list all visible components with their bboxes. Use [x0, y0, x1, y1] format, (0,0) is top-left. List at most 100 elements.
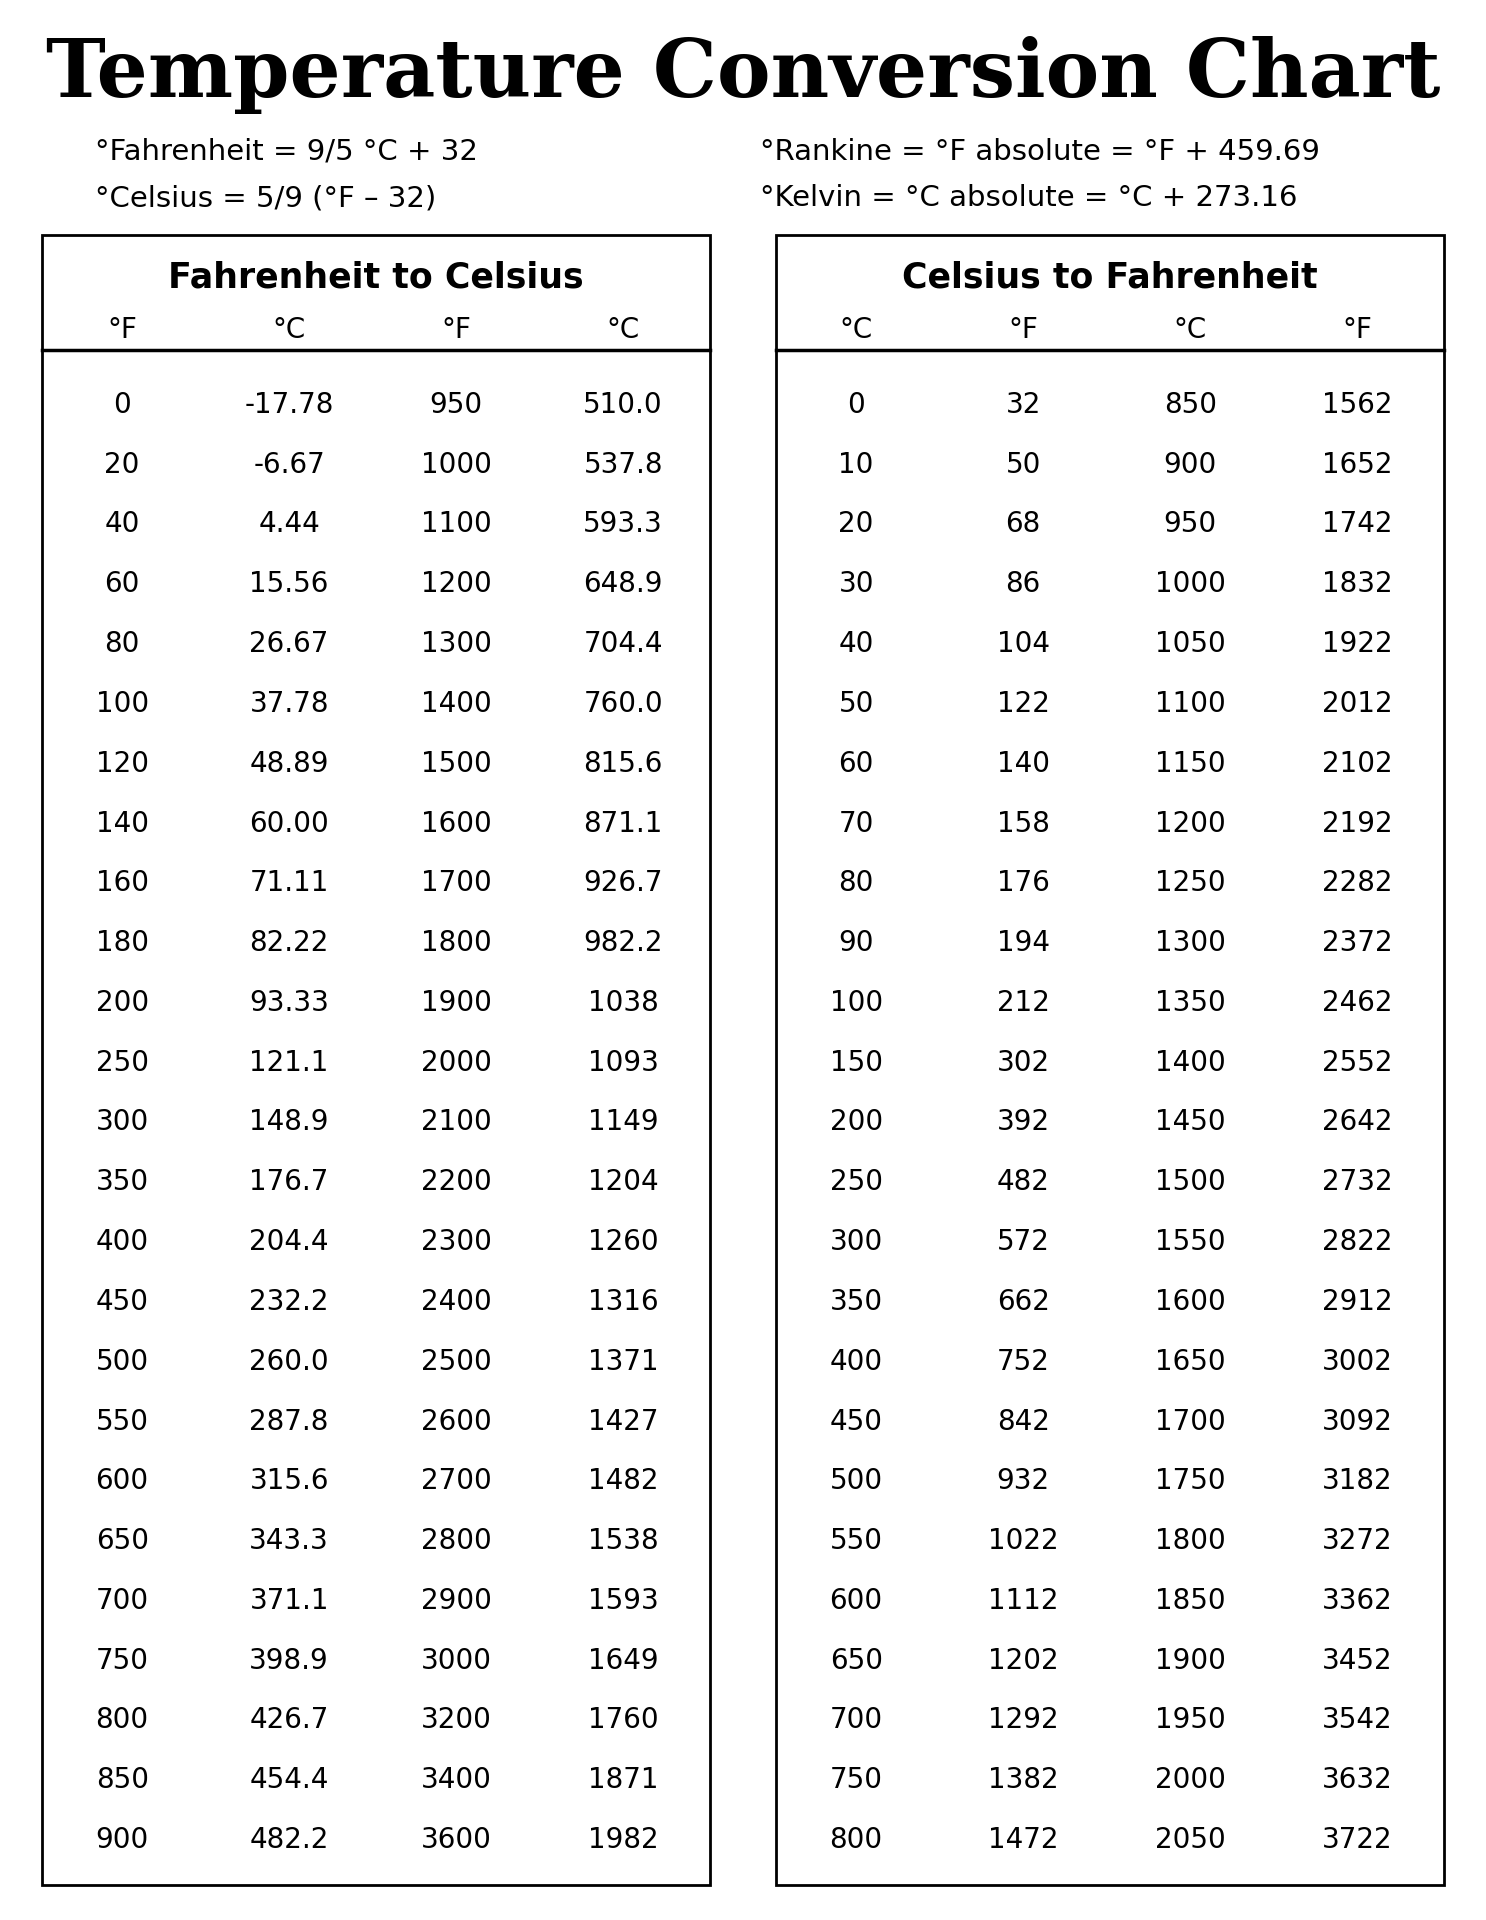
Text: 2200: 2200 — [421, 1167, 492, 1196]
Text: 68: 68 — [1006, 511, 1040, 538]
Text: 1562: 1562 — [1323, 392, 1392, 419]
Text: 1500: 1500 — [1155, 1167, 1226, 1196]
Text: 3452: 3452 — [1323, 1647, 1392, 1674]
Text: 1038: 1038 — [588, 989, 658, 1018]
Text: 572: 572 — [997, 1229, 1049, 1256]
Text: Temperature Conversion Chart: Temperature Conversion Chart — [46, 36, 1440, 113]
Text: 50: 50 — [1006, 451, 1040, 478]
Text: 1350: 1350 — [1155, 989, 1226, 1018]
Text: 250: 250 — [829, 1167, 883, 1196]
Text: 2552: 2552 — [1323, 1048, 1392, 1077]
Text: 2732: 2732 — [1323, 1167, 1392, 1196]
Text: 1100: 1100 — [1155, 689, 1226, 718]
Text: 500: 500 — [829, 1467, 883, 1496]
Text: 1150: 1150 — [1155, 749, 1226, 778]
Text: 704.4: 704.4 — [584, 630, 663, 659]
Text: 2400: 2400 — [421, 1288, 492, 1315]
Text: 2012: 2012 — [1323, 689, 1392, 718]
Text: 871.1: 871.1 — [584, 810, 663, 837]
Text: 3182: 3182 — [1323, 1467, 1392, 1496]
Text: 90: 90 — [838, 929, 874, 956]
Text: 60: 60 — [104, 570, 140, 599]
Text: °F: °F — [441, 317, 471, 344]
Text: 260.0: 260.0 — [250, 1348, 328, 1377]
Text: 343.3: 343.3 — [250, 1526, 328, 1555]
Text: 1742: 1742 — [1323, 511, 1392, 538]
Text: 1450: 1450 — [1155, 1108, 1226, 1137]
Text: 482.2: 482.2 — [250, 1826, 328, 1855]
Text: 900: 900 — [95, 1826, 149, 1855]
Text: 1950: 1950 — [1155, 1707, 1226, 1734]
Text: 1292: 1292 — [988, 1707, 1058, 1734]
Text: 2372: 2372 — [1323, 929, 1392, 956]
Text: 450: 450 — [829, 1407, 883, 1436]
Text: 82.22: 82.22 — [250, 929, 328, 956]
Text: 158: 158 — [997, 810, 1049, 837]
Text: 2102: 2102 — [1323, 749, 1392, 778]
Text: 80: 80 — [104, 630, 140, 659]
Text: 3400: 3400 — [421, 1766, 492, 1795]
Text: 1982: 1982 — [588, 1826, 658, 1855]
Text: 760.0: 760.0 — [584, 689, 663, 718]
Text: 2642: 2642 — [1323, 1108, 1392, 1137]
Text: 1600: 1600 — [1155, 1288, 1226, 1315]
Text: -17.78: -17.78 — [245, 392, 334, 419]
Text: 1050: 1050 — [1155, 630, 1226, 659]
Text: 2462: 2462 — [1323, 989, 1392, 1018]
Text: 30: 30 — [838, 570, 874, 599]
Text: 662: 662 — [997, 1288, 1049, 1315]
Text: °C: °C — [606, 317, 640, 344]
Text: 1022: 1022 — [988, 1526, 1058, 1555]
Text: 500: 500 — [95, 1348, 149, 1377]
Text: 140: 140 — [997, 749, 1049, 778]
Text: 1149: 1149 — [588, 1108, 658, 1137]
Text: 0: 0 — [113, 392, 131, 419]
Text: 2822: 2822 — [1323, 1229, 1392, 1256]
Text: 450: 450 — [95, 1288, 149, 1315]
Text: 315.6: 315.6 — [250, 1467, 328, 1496]
Text: 950: 950 — [1164, 511, 1217, 538]
Text: 1260: 1260 — [588, 1229, 658, 1256]
Text: 1500: 1500 — [421, 749, 492, 778]
Text: 212: 212 — [997, 989, 1049, 1018]
Text: 50: 50 — [838, 689, 874, 718]
Text: 1760: 1760 — [588, 1707, 658, 1734]
Text: 400: 400 — [95, 1229, 149, 1256]
Text: 1538: 1538 — [588, 1526, 658, 1555]
Text: 1316: 1316 — [588, 1288, 658, 1315]
Text: 71.11: 71.11 — [250, 870, 328, 897]
Text: 1204: 1204 — [588, 1167, 658, 1196]
Text: 600: 600 — [95, 1467, 149, 1496]
Text: °Kelvin = °C absolute = °C + 273.16: °Kelvin = °C absolute = °C + 273.16 — [759, 184, 1297, 211]
Text: 650: 650 — [95, 1526, 149, 1555]
Text: 750: 750 — [95, 1647, 149, 1674]
Text: °Rankine = °F absolute = °F + 459.69: °Rankine = °F absolute = °F + 459.69 — [759, 138, 1320, 165]
Text: 1550: 1550 — [1155, 1229, 1226, 1256]
Text: 300: 300 — [95, 1108, 149, 1137]
Text: 100: 100 — [829, 989, 883, 1018]
Text: 200: 200 — [829, 1108, 883, 1137]
Text: 3200: 3200 — [421, 1707, 492, 1734]
Text: 750: 750 — [829, 1766, 883, 1795]
Text: 1482: 1482 — [588, 1467, 658, 1496]
Text: 20: 20 — [838, 511, 874, 538]
Text: 300: 300 — [829, 1229, 883, 1256]
Text: 3002: 3002 — [1321, 1348, 1392, 1377]
Bar — [776, 234, 1444, 1885]
Text: 648.9: 648.9 — [584, 570, 663, 599]
Text: °F: °F — [107, 317, 137, 344]
Text: 37.78: 37.78 — [250, 689, 328, 718]
Text: 1200: 1200 — [421, 570, 492, 599]
Text: 104: 104 — [997, 630, 1049, 659]
Text: 10: 10 — [838, 451, 874, 478]
Text: 1652: 1652 — [1323, 451, 1392, 478]
Bar — [42, 234, 710, 1885]
Text: 176: 176 — [997, 870, 1049, 897]
Text: 3362: 3362 — [1321, 1588, 1392, 1615]
Text: 100: 100 — [95, 689, 149, 718]
Text: 426.7: 426.7 — [250, 1707, 328, 1734]
Text: 482: 482 — [997, 1167, 1049, 1196]
Text: 287.8: 287.8 — [250, 1407, 328, 1436]
Text: 700: 700 — [829, 1707, 883, 1734]
Text: 1650: 1650 — [1155, 1348, 1226, 1377]
